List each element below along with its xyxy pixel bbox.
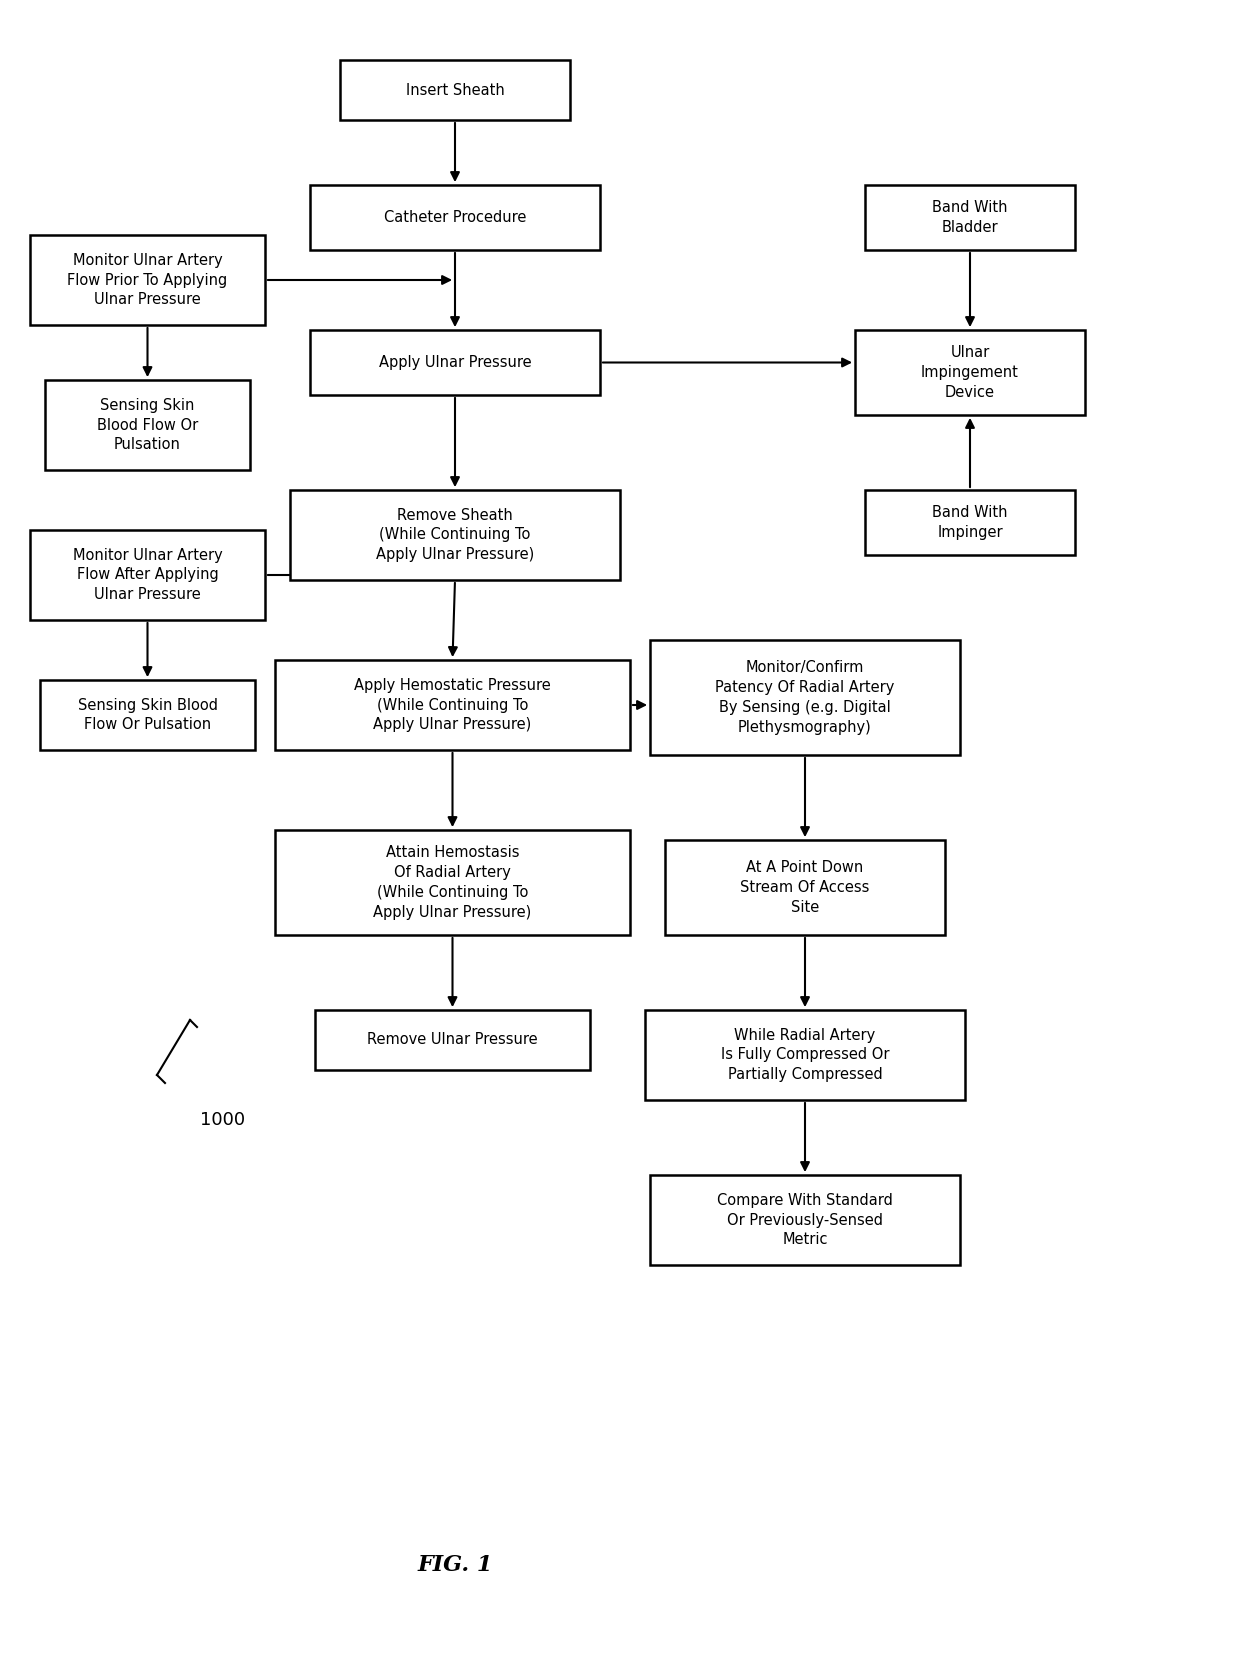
Text: Monitor/Confirm
Patency Of Radial Artery
By Sensing (e.g. Digital
Plethysmograph: Monitor/Confirm Patency Of Radial Artery… [715,660,895,734]
Text: Ulnar
Impingement
Device: Ulnar Impingement Device [921,345,1019,400]
Bar [866,489,1075,555]
Text: Monitor Ulnar Artery
Flow After Applying
Ulnar Pressure: Monitor Ulnar Artery Flow After Applying… [73,547,222,602]
Text: Remove Ulnar Pressure: Remove Ulnar Pressure [367,1033,538,1048]
Text: Monitor Ulnar Artery
Flow Prior To Applying
Ulnar Pressure: Monitor Ulnar Artery Flow Prior To Apply… [67,253,228,307]
Bar [290,489,620,580]
Text: Sensing Skin Blood
Flow Or Pulsation: Sensing Skin Blood Flow Or Pulsation [78,698,217,732]
Text: While Radial Artery
Is Fully Compressed Or
Partially Compressed: While Radial Artery Is Fully Compressed … [720,1028,889,1083]
Bar [275,830,630,936]
Bar [340,60,570,121]
Text: Catheter Procedure: Catheter Procedure [384,210,526,225]
Bar [275,660,630,750]
Bar [856,331,1085,415]
Text: Band With
Bladder: Band With Bladder [932,200,1008,235]
Text: Compare With Standard
Or Previously-Sensed
Metric: Compare With Standard Or Previously-Sens… [717,1193,893,1248]
Bar [650,640,960,755]
Bar [645,1010,965,1099]
Bar [30,235,265,326]
Bar [45,380,250,469]
Bar [650,1175,960,1265]
Bar [310,331,600,395]
Text: Insert Sheath: Insert Sheath [405,83,505,98]
Text: Attain Hemostasis
Of Radial Artery
(While Continuing To
Apply Ulnar Pressure): Attain Hemostasis Of Radial Artery (Whil… [373,845,532,919]
Bar [665,840,945,936]
Bar [310,185,600,250]
Text: Remove Sheath
(While Continuing To
Apply Ulnar Pressure): Remove Sheath (While Continuing To Apply… [376,507,534,562]
Text: 1000: 1000 [200,1111,246,1129]
Text: Sensing Skin
Blood Flow Or
Pulsation: Sensing Skin Blood Flow Or Pulsation [97,398,198,453]
Text: Apply Ulnar Pressure: Apply Ulnar Pressure [378,355,531,370]
Bar [40,679,255,750]
Bar [866,185,1075,250]
Bar [30,531,265,620]
Text: Apply Hemostatic Pressure
(While Continuing To
Apply Ulnar Pressure): Apply Hemostatic Pressure (While Continu… [355,678,551,732]
Text: FIG. 1: FIG. 1 [418,1554,492,1575]
Text: At A Point Down
Stream Of Access
Site: At A Point Down Stream Of Access Site [740,860,869,914]
Bar [315,1010,590,1069]
Text: Band With
Impinger: Band With Impinger [932,506,1008,541]
